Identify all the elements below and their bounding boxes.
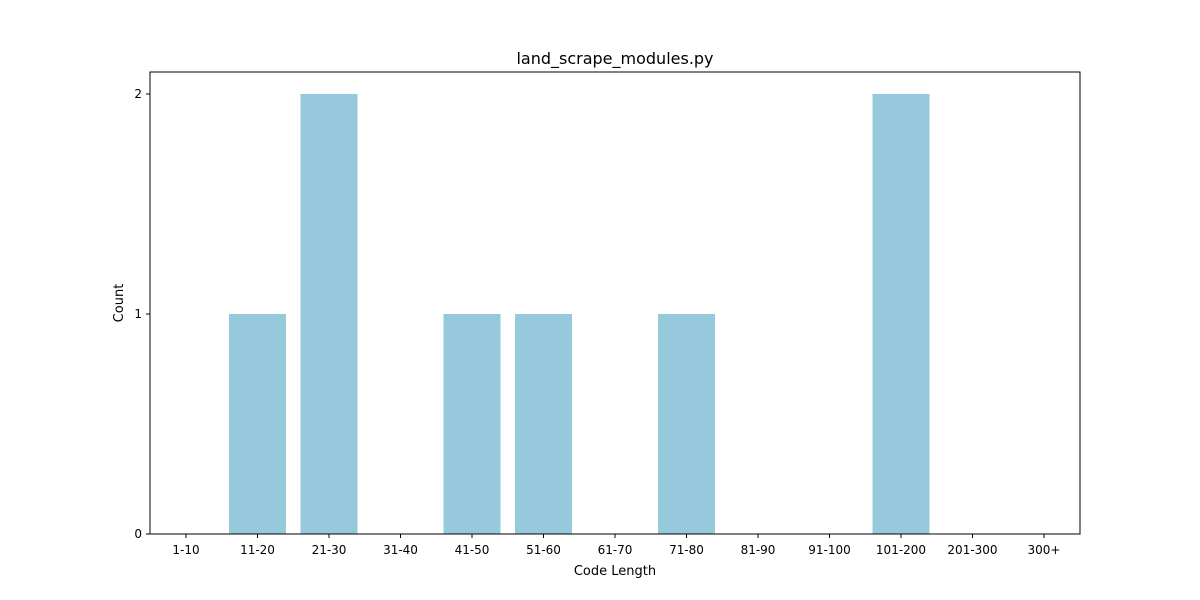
x-axis-ticks: 1-10 11-20 21-30 31-40 41-50 51-60 61-70 71-80 8… <box>172 534 1060 557</box>
x-tick-label: 91-100 <box>808 543 851 557</box>
x-tick-label: 11-20 <box>240 543 275 557</box>
chart-title: land_scrape_modules.py <box>516 49 713 69</box>
x-tick-label: 101-200 <box>876 543 926 557</box>
bar-71-80 <box>658 314 715 534</box>
bars-layer <box>229 94 930 534</box>
x-tick-label: 51-60 <box>526 543 561 557</box>
y-axis-label: Count <box>112 284 127 323</box>
bar-21-30 <box>300 94 358 534</box>
x-tick-label: 201-300 <box>947 543 997 557</box>
bar-11-20 <box>229 314 286 534</box>
x-tick-label: 71-80 <box>669 543 704 557</box>
x-axis-label: Code Length <box>574 564 656 579</box>
x-tick-label: 21-30 <box>312 543 347 557</box>
x-tick-label: 81-90 <box>741 543 776 557</box>
x-tick-label: 31-40 <box>383 543 418 557</box>
x-tick-label: 41-50 <box>455 543 490 557</box>
y-tick-label: 0 <box>134 527 142 541</box>
y-tick-label: 2 <box>134 87 142 101</box>
bar-51-60 <box>515 314 572 534</box>
x-tick-label: 1-10 <box>172 543 199 557</box>
bar-101-200 <box>872 94 930 534</box>
y-axis-ticks: 0 1 2 <box>134 87 150 541</box>
x-tick-label: 300+ <box>1028 543 1061 557</box>
bar-41-50 <box>443 314 501 534</box>
y-tick-label: 1 <box>134 307 142 321</box>
x-tick-label: 61-70 <box>598 543 633 557</box>
